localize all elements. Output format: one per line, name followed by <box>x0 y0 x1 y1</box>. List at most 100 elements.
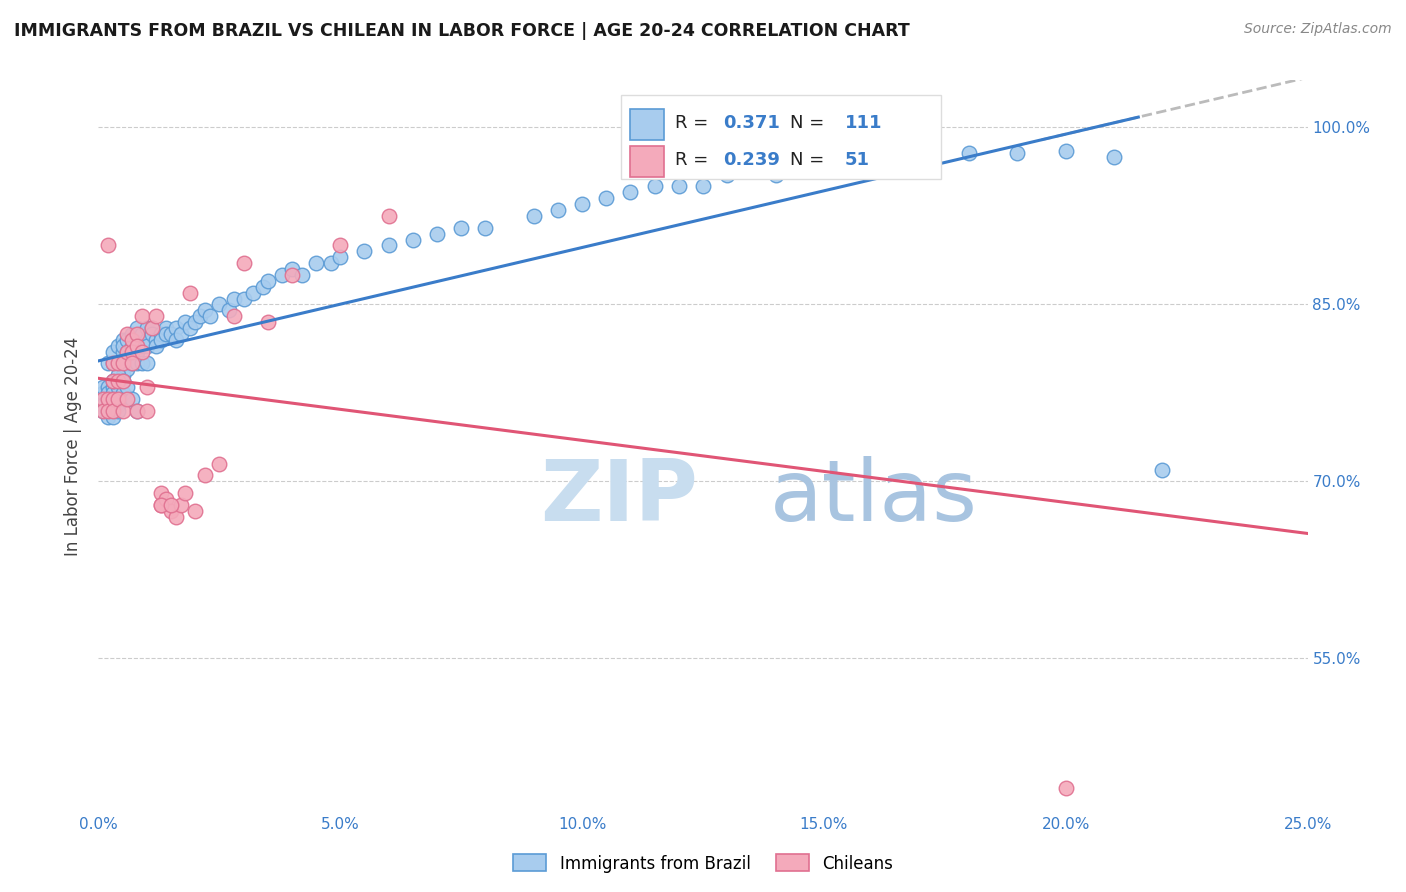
Text: N =: N = <box>790 152 830 169</box>
Text: IMMIGRANTS FROM BRAZIL VS CHILEAN IN LABOR FORCE | AGE 20-24 CORRELATION CHART: IMMIGRANTS FROM BRAZIL VS CHILEAN IN LAB… <box>14 22 910 40</box>
Point <box>232 256 254 270</box>
Point <box>256 274 278 288</box>
Point <box>97 403 120 417</box>
Point <box>595 191 617 205</box>
Y-axis label: In Labor Force | Age 20-24: In Labor Force | Age 20-24 <box>65 336 83 556</box>
Point <box>131 339 153 353</box>
Point <box>97 392 120 406</box>
Point <box>256 315 278 329</box>
Point <box>155 492 177 507</box>
Point <box>145 333 167 347</box>
Point <box>127 326 149 341</box>
Point <box>813 161 835 176</box>
Point <box>131 344 153 359</box>
Point <box>174 315 197 329</box>
Point <box>222 292 245 306</box>
Point <box>150 498 173 512</box>
Point <box>101 409 124 424</box>
Point <box>547 202 569 217</box>
Point <box>101 344 124 359</box>
Point <box>155 326 177 341</box>
Point <box>135 403 157 417</box>
Point <box>107 339 129 353</box>
Text: ZIP: ZIP <box>540 456 697 539</box>
Point <box>121 356 143 370</box>
Point <box>107 356 129 370</box>
Point <box>117 380 139 394</box>
Point <box>101 392 124 406</box>
Point <box>111 403 134 417</box>
Point <box>910 150 932 164</box>
Point <box>188 310 211 324</box>
Point <box>1102 150 1125 164</box>
Point <box>121 344 143 359</box>
Point <box>194 468 217 483</box>
Point <box>111 374 134 388</box>
Point <box>101 403 124 417</box>
Point <box>141 321 163 335</box>
Point <box>145 339 167 353</box>
Point <box>281 262 304 277</box>
Point <box>1054 144 1077 158</box>
Point <box>101 398 124 412</box>
Point <box>101 356 124 370</box>
Point <box>198 310 221 324</box>
Point <box>1152 462 1174 476</box>
Point <box>111 368 134 383</box>
Point <box>668 120 690 135</box>
Point <box>97 392 120 406</box>
Point <box>91 403 114 417</box>
Point <box>111 385 134 400</box>
Point <box>169 498 191 512</box>
Point <box>184 504 207 518</box>
Point <box>160 326 183 341</box>
Point <box>290 268 312 282</box>
Point <box>644 179 666 194</box>
Point <box>208 297 231 311</box>
Point <box>91 398 114 412</box>
Point <box>107 403 129 417</box>
Point <box>121 333 143 347</box>
Point <box>165 333 187 347</box>
Point <box>107 380 129 394</box>
Point <box>91 380 114 394</box>
Point <box>194 303 217 318</box>
Point <box>619 186 641 200</box>
Point <box>107 392 129 406</box>
Point <box>141 321 163 335</box>
Point <box>117 326 139 341</box>
Point <box>127 344 149 359</box>
Point <box>426 227 449 241</box>
Point <box>329 250 352 264</box>
Point <box>107 368 129 383</box>
Point <box>402 233 425 247</box>
Point <box>117 344 139 359</box>
Point <box>668 179 690 194</box>
Point <box>184 315 207 329</box>
Point <box>127 356 149 370</box>
Point <box>111 356 134 370</box>
Text: R =: R = <box>675 152 714 169</box>
Point <box>145 310 167 324</box>
Point <box>107 398 129 412</box>
Point <box>127 339 149 353</box>
Point <box>160 504 183 518</box>
Point <box>232 292 254 306</box>
Point <box>150 333 173 347</box>
Point <box>111 344 134 359</box>
Point <box>101 374 124 388</box>
Point <box>353 244 375 259</box>
Point <box>165 321 187 335</box>
Point <box>117 392 139 406</box>
Point <box>222 310 245 324</box>
Point <box>117 333 139 347</box>
Point <box>117 362 139 376</box>
Point <box>127 321 149 335</box>
Point <box>135 333 157 347</box>
Point <box>121 326 143 341</box>
Point <box>329 238 352 252</box>
Point <box>97 392 120 406</box>
Point <box>1054 781 1077 796</box>
Point <box>765 168 787 182</box>
Point <box>135 356 157 370</box>
